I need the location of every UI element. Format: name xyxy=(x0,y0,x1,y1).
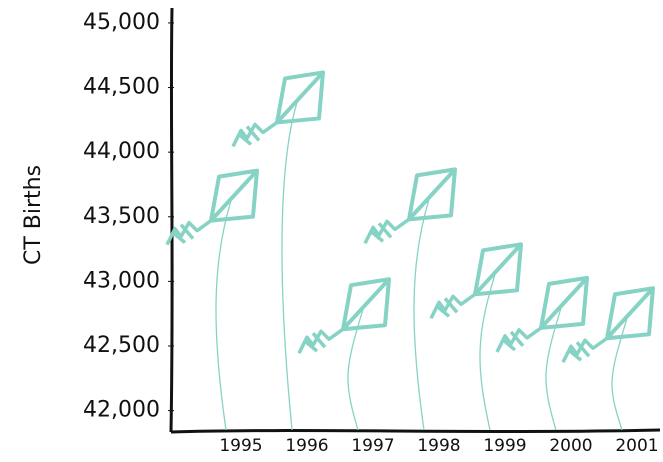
kite xyxy=(297,277,391,431)
kite-tail xyxy=(429,292,477,320)
kite-body xyxy=(407,167,457,222)
kite-body xyxy=(341,277,391,332)
kite-tail xyxy=(297,327,345,354)
kite xyxy=(363,167,457,431)
x-tick-label: 1997 xyxy=(351,436,394,456)
y-tick-label: 44,000 xyxy=(83,139,160,164)
x-tick-label: 2001 xyxy=(615,436,658,456)
x-tick-label: 1999 xyxy=(483,436,526,456)
y-tick-label: 45,000 xyxy=(83,10,160,35)
kite-tail xyxy=(165,219,213,246)
kite-body xyxy=(473,242,523,297)
kite xyxy=(561,286,655,431)
kite-tail xyxy=(561,336,609,364)
y-tick-label: 44,500 xyxy=(83,75,160,100)
y-tick-label: 42,000 xyxy=(83,398,160,423)
kite-tail xyxy=(495,326,543,353)
kite xyxy=(231,70,325,431)
kite-string xyxy=(215,200,232,431)
kite-body xyxy=(275,70,325,125)
kite xyxy=(429,242,523,431)
kite-string xyxy=(413,199,430,431)
y-tick-label: 43,000 xyxy=(83,268,160,293)
y-axis xyxy=(169,7,174,433)
y-tick-label: 43,500 xyxy=(83,204,160,229)
x-tick-label: 1996 xyxy=(285,436,328,456)
kite-string xyxy=(281,102,298,431)
y-tick-label: 42,500 xyxy=(83,333,160,358)
kite xyxy=(495,275,589,431)
x-axis xyxy=(170,428,661,434)
kite-string xyxy=(479,274,496,431)
kite-body xyxy=(605,286,655,341)
kite-body xyxy=(539,275,589,330)
kite-body xyxy=(209,168,259,223)
kite xyxy=(165,168,259,431)
x-tick-label: 1998 xyxy=(417,436,460,456)
y-axis-label: CT Births xyxy=(21,165,46,265)
x-tick-label: 2000 xyxy=(549,436,592,456)
kite-tail xyxy=(363,217,411,245)
kite-tail xyxy=(231,121,279,148)
x-tick-label: 1995 xyxy=(219,436,262,456)
